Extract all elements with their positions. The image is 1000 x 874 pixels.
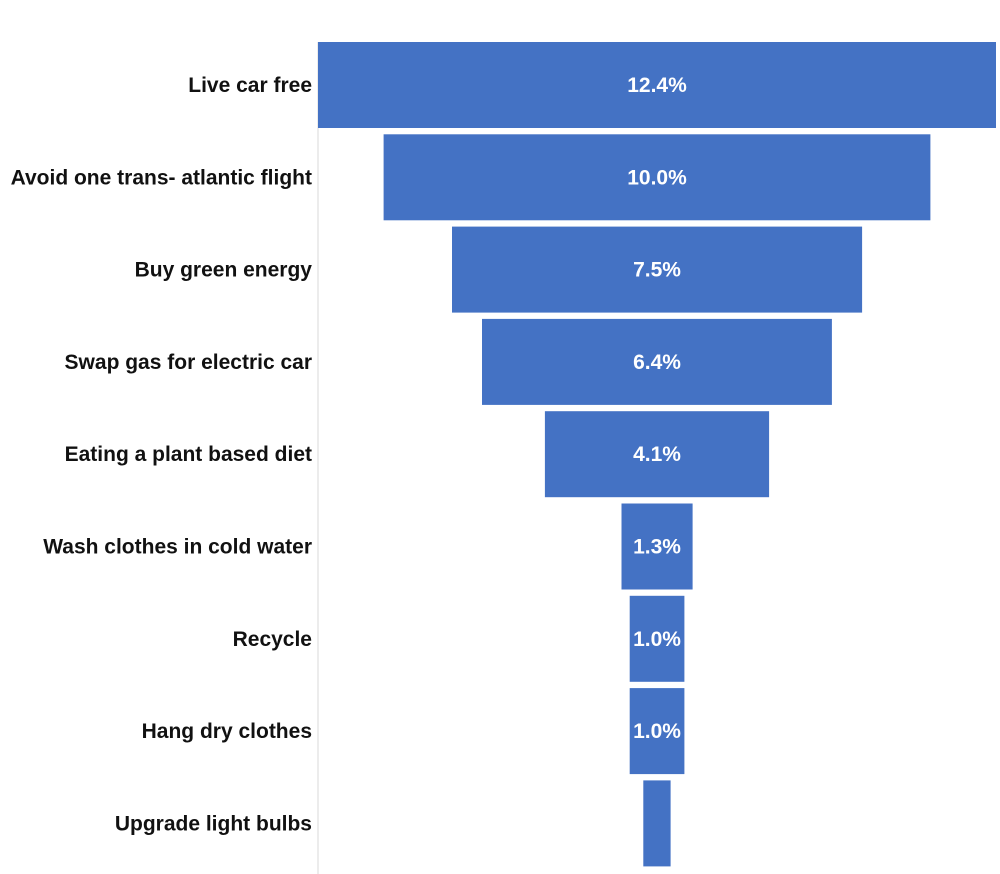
value-label: 7.5% bbox=[633, 259, 681, 282]
category-label: Avoid one trans- atlantic flight bbox=[11, 166, 312, 189]
category-label: Upgrade light bulbs bbox=[115, 812, 312, 835]
funnel-bar bbox=[318, 42, 996, 128]
value-label: 1.0% bbox=[633, 628, 681, 651]
category-label: Wash clothes in cold water bbox=[43, 536, 312, 559]
funnel-bar bbox=[544, 411, 770, 498]
value-label: 1.3% bbox=[633, 536, 681, 559]
funnel-bar bbox=[482, 318, 832, 405]
category-label: Live car free bbox=[188, 74, 312, 97]
funnel-bar bbox=[452, 226, 863, 313]
funnel-bar bbox=[643, 780, 671, 867]
value-labels-layer: 12.4% 10.0% 7.5% 6.4% 4.1% 1.3% 1.0% 1.0% bbox=[627, 74, 687, 743]
category-label: Eating a plant based diet bbox=[65, 443, 312, 466]
value-label: 1.0% bbox=[633, 720, 681, 743]
category-label: Hang dry clothes bbox=[142, 720, 312, 743]
value-label: 10.0% bbox=[627, 166, 687, 189]
value-label: 6.4% bbox=[633, 351, 681, 374]
funnel-bar bbox=[629, 595, 685, 682]
category-label: Buy green energy bbox=[135, 259, 313, 282]
funnel-bar bbox=[629, 688, 685, 775]
funnel-bar bbox=[383, 134, 931, 221]
value-label: 12.4% bbox=[627, 74, 687, 97]
funnel-bar bbox=[621, 503, 693, 590]
category-label: Recycle bbox=[233, 628, 312, 651]
bars-layer bbox=[318, 42, 996, 867]
category-label: Swap gas for electric car bbox=[65, 351, 312, 374]
value-label: 4.1% bbox=[633, 443, 681, 466]
category-labels-layer: Live car free Avoid one trans- atlantic f… bbox=[11, 74, 313, 835]
